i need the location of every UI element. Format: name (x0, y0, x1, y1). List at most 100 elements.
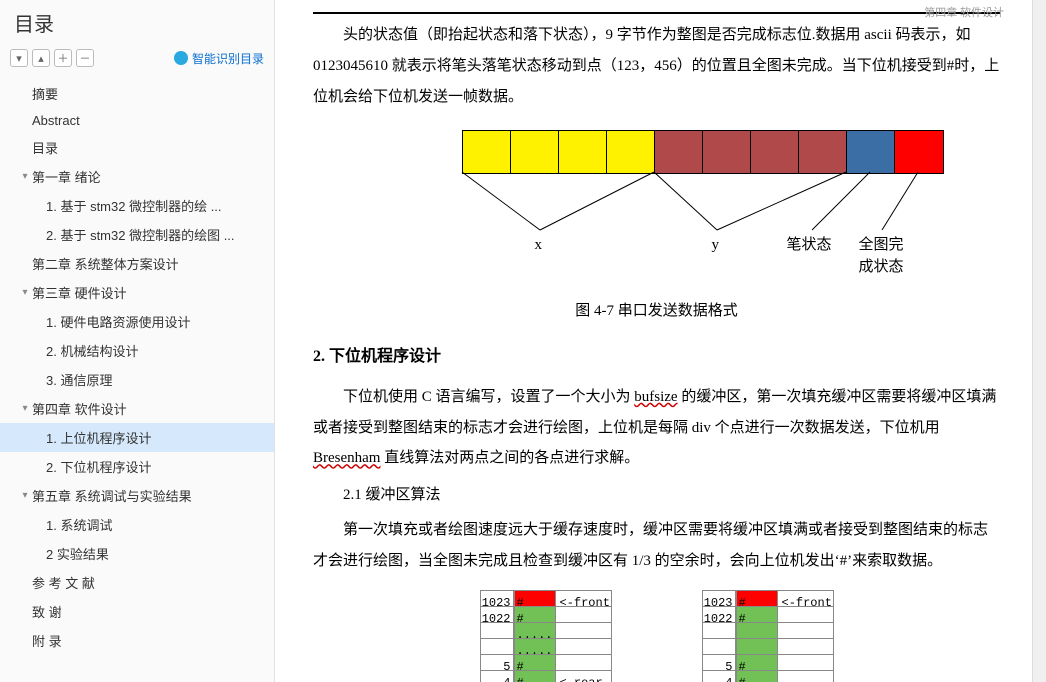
toc-item[interactable]: 1. 上位机程序设计 (0, 423, 274, 452)
buffer-index: 1023 (480, 590, 514, 606)
toc-item[interactable]: 2. 下位机程序设计 (0, 452, 274, 481)
toc-item[interactable]: 第二章 系统整体方案设计 (0, 249, 274, 278)
toc-item[interactable]: ▾第四章 软件设计 (0, 394, 274, 423)
buffer-tables: 1023#<-front1022#..........5#4#<-rear321… (313, 590, 1000, 682)
spark-icon (174, 51, 188, 65)
paragraph-3: 第一次填充或者绘图速度远大于缓存速度时，缓冲区需要将缓冲区填满或者接受到整图结束… (313, 515, 1000, 577)
buffer-cell: # (514, 670, 556, 682)
toc-item-label: 附 录 (32, 631, 62, 650)
toc-item[interactable]: 2. 机械结构设计 (0, 336, 274, 365)
figure-caption-1: 图 4-7 串口发送数据格式 (313, 296, 1000, 327)
buffer-note (556, 622, 612, 638)
buffer-note (556, 638, 612, 654)
toc-item-label: 致 谢 (32, 602, 62, 621)
buffer-row: 1022# (702, 606, 834, 622)
heading-2: 2. 下位机程序设计 (313, 341, 1000, 374)
buffer-index: 1023 (702, 590, 736, 606)
buffer-index (480, 638, 514, 654)
outline-tree: 摘要Abstract目录▾第一章 绪论1. 基于 stm32 微控制器的绘 ..… (0, 77, 274, 657)
toc-item-label: Abstract (32, 113, 80, 128)
toc-item-label: 第一章 绪论 (32, 167, 101, 186)
buffer-index (702, 638, 736, 654)
toc-item-label: 第三章 硬件设计 (32, 283, 127, 302)
buffer-cell: # (514, 606, 556, 622)
label-done-2: 成状态 (859, 252, 904, 283)
heading-3: 2.1 缓冲区算法 (313, 480, 1000, 511)
sidebar-title: 目录 (0, 0, 274, 43)
buffer-row: 5# (480, 654, 612, 670)
toc-item-label: 1. 系统调试 (46, 515, 112, 534)
buffer-cell (736, 638, 778, 654)
buffer-row: 5# (702, 654, 834, 670)
toc-item[interactable]: 目录 (0, 133, 274, 162)
buffer-note (556, 654, 612, 670)
diagram-lines (377, 130, 937, 290)
p2-a: 下位机使用 C 语言编写，设置了一个大小为 (343, 389, 634, 405)
toc-item-label: 第五章 系统调试与实验结果 (32, 486, 192, 505)
chevron-icon: ▾ (18, 490, 32, 501)
p2-e: 直线算法对两点之间的各点进行求解。 (380, 450, 639, 466)
toc-item-label: 2. 下位机程序设计 (46, 457, 151, 476)
paragraph-2: 下位机使用 C 语言编写，设置了一个大小为 bufsize 的缓冲区，第一次填充… (313, 382, 1000, 474)
toc-item-label: 2. 机械结构设计 (46, 341, 138, 360)
toc-item[interactable]: 附 录 (0, 626, 274, 655)
buffer-note (778, 670, 834, 682)
buffer-table-1: 1023#<-front1022#..........5#4#<-rear321 (480, 590, 612, 682)
collapse-all-button[interactable]: ▴ (32, 49, 50, 67)
toc-item[interactable]: 致 谢 (0, 597, 274, 626)
toc-item[interactable]: 参 考 文 献 (0, 568, 274, 597)
buffer-row: ..... (480, 622, 612, 638)
zoom-out-button[interactable]: － (76, 49, 94, 67)
smart-outline-label: 智能识别目录 (192, 50, 264, 67)
buffer-cell: # (514, 654, 556, 670)
toc-item-label: 第二章 系统整体方案设计 (32, 254, 179, 273)
buffer-note (778, 622, 834, 638)
buffer-note (778, 606, 834, 622)
toc-item[interactable]: 1. 基于 stm32 微控制器的绘 ... (0, 191, 274, 220)
buffer-row (702, 622, 834, 638)
buffer-cell: # (736, 606, 778, 622)
toc-item-label: 1. 硬件电路资源使用设计 (46, 312, 190, 331)
buffer-row: 1023#<-front (702, 590, 834, 606)
buffer-index: 5 (702, 654, 736, 670)
document-page: 第四章 软件设计 头的状态值（即抬起状态和落下状态），9 字节作为整图是否完成标… (275, 0, 1032, 682)
toc-item-label: 第四章 软件设计 (32, 399, 127, 418)
toc-item[interactable]: 1. 系统调试 (0, 510, 274, 539)
zoom-in-button[interactable]: ＋ (54, 49, 72, 67)
toc-item[interactable]: 2 实验结果 (0, 539, 274, 568)
expand-all-button[interactable]: ▾ (10, 49, 28, 67)
sidebar: 目录 ▾ ▴ ＋ － 智能识别目录 摘要Abstract目录▾第一章 绪论1. … (0, 0, 275, 682)
toc-item[interactable]: ▾第一章 绪论 (0, 162, 274, 191)
buffer-cell: # (736, 654, 778, 670)
p2-d: Bresenham (313, 450, 380, 466)
p2-b: bufsize (634, 389, 677, 405)
buffer-note: <-rear (556, 670, 612, 682)
buffer-row (702, 638, 834, 654)
toc-item[interactable]: 摘要 (0, 79, 274, 108)
toc-item[interactable]: 3. 通信原理 (0, 365, 274, 394)
page-top-rule (313, 12, 1000, 14)
toc-item[interactable]: ▾第三章 硬件设计 (0, 278, 274, 307)
toc-item[interactable]: 1. 硬件电路资源使用设计 (0, 307, 274, 336)
page-header-right: 第四章 软件设计 (924, 2, 1004, 25)
scrollbar[interactable] (1032, 0, 1046, 682)
smart-outline-link[interactable]: 智能识别目录 (174, 50, 264, 67)
toc-item[interactable]: 2. 基于 stm32 微控制器的绘图 ... (0, 220, 274, 249)
toc-item[interactable]: Abstract (0, 108, 274, 133)
buffer-cell: # (514, 590, 556, 606)
buffer-cell (736, 622, 778, 638)
label-y: y (712, 230, 720, 261)
buffer-row: 1022# (480, 606, 612, 622)
toc-item[interactable]: ▾第五章 系统调试与实验结果 (0, 481, 274, 510)
label-pen: 笔状态 (787, 230, 832, 261)
buffer-cell: ..... (514, 622, 556, 638)
buffer-index: 4 (480, 670, 514, 682)
toc-item-label: 目录 (32, 138, 58, 157)
buffer-table-2: 1023#<-front1022#5#4#3#2#1# (702, 590, 834, 682)
buffer-index (480, 622, 514, 638)
buffer-row: 4# (702, 670, 834, 682)
buffer-row: 4#<-rear (480, 670, 612, 682)
buffer-cell: # (736, 670, 778, 682)
toc-item-label: 1. 基于 stm32 微控制器的绘 ... (46, 196, 222, 215)
buffer-index: 5 (480, 654, 514, 670)
